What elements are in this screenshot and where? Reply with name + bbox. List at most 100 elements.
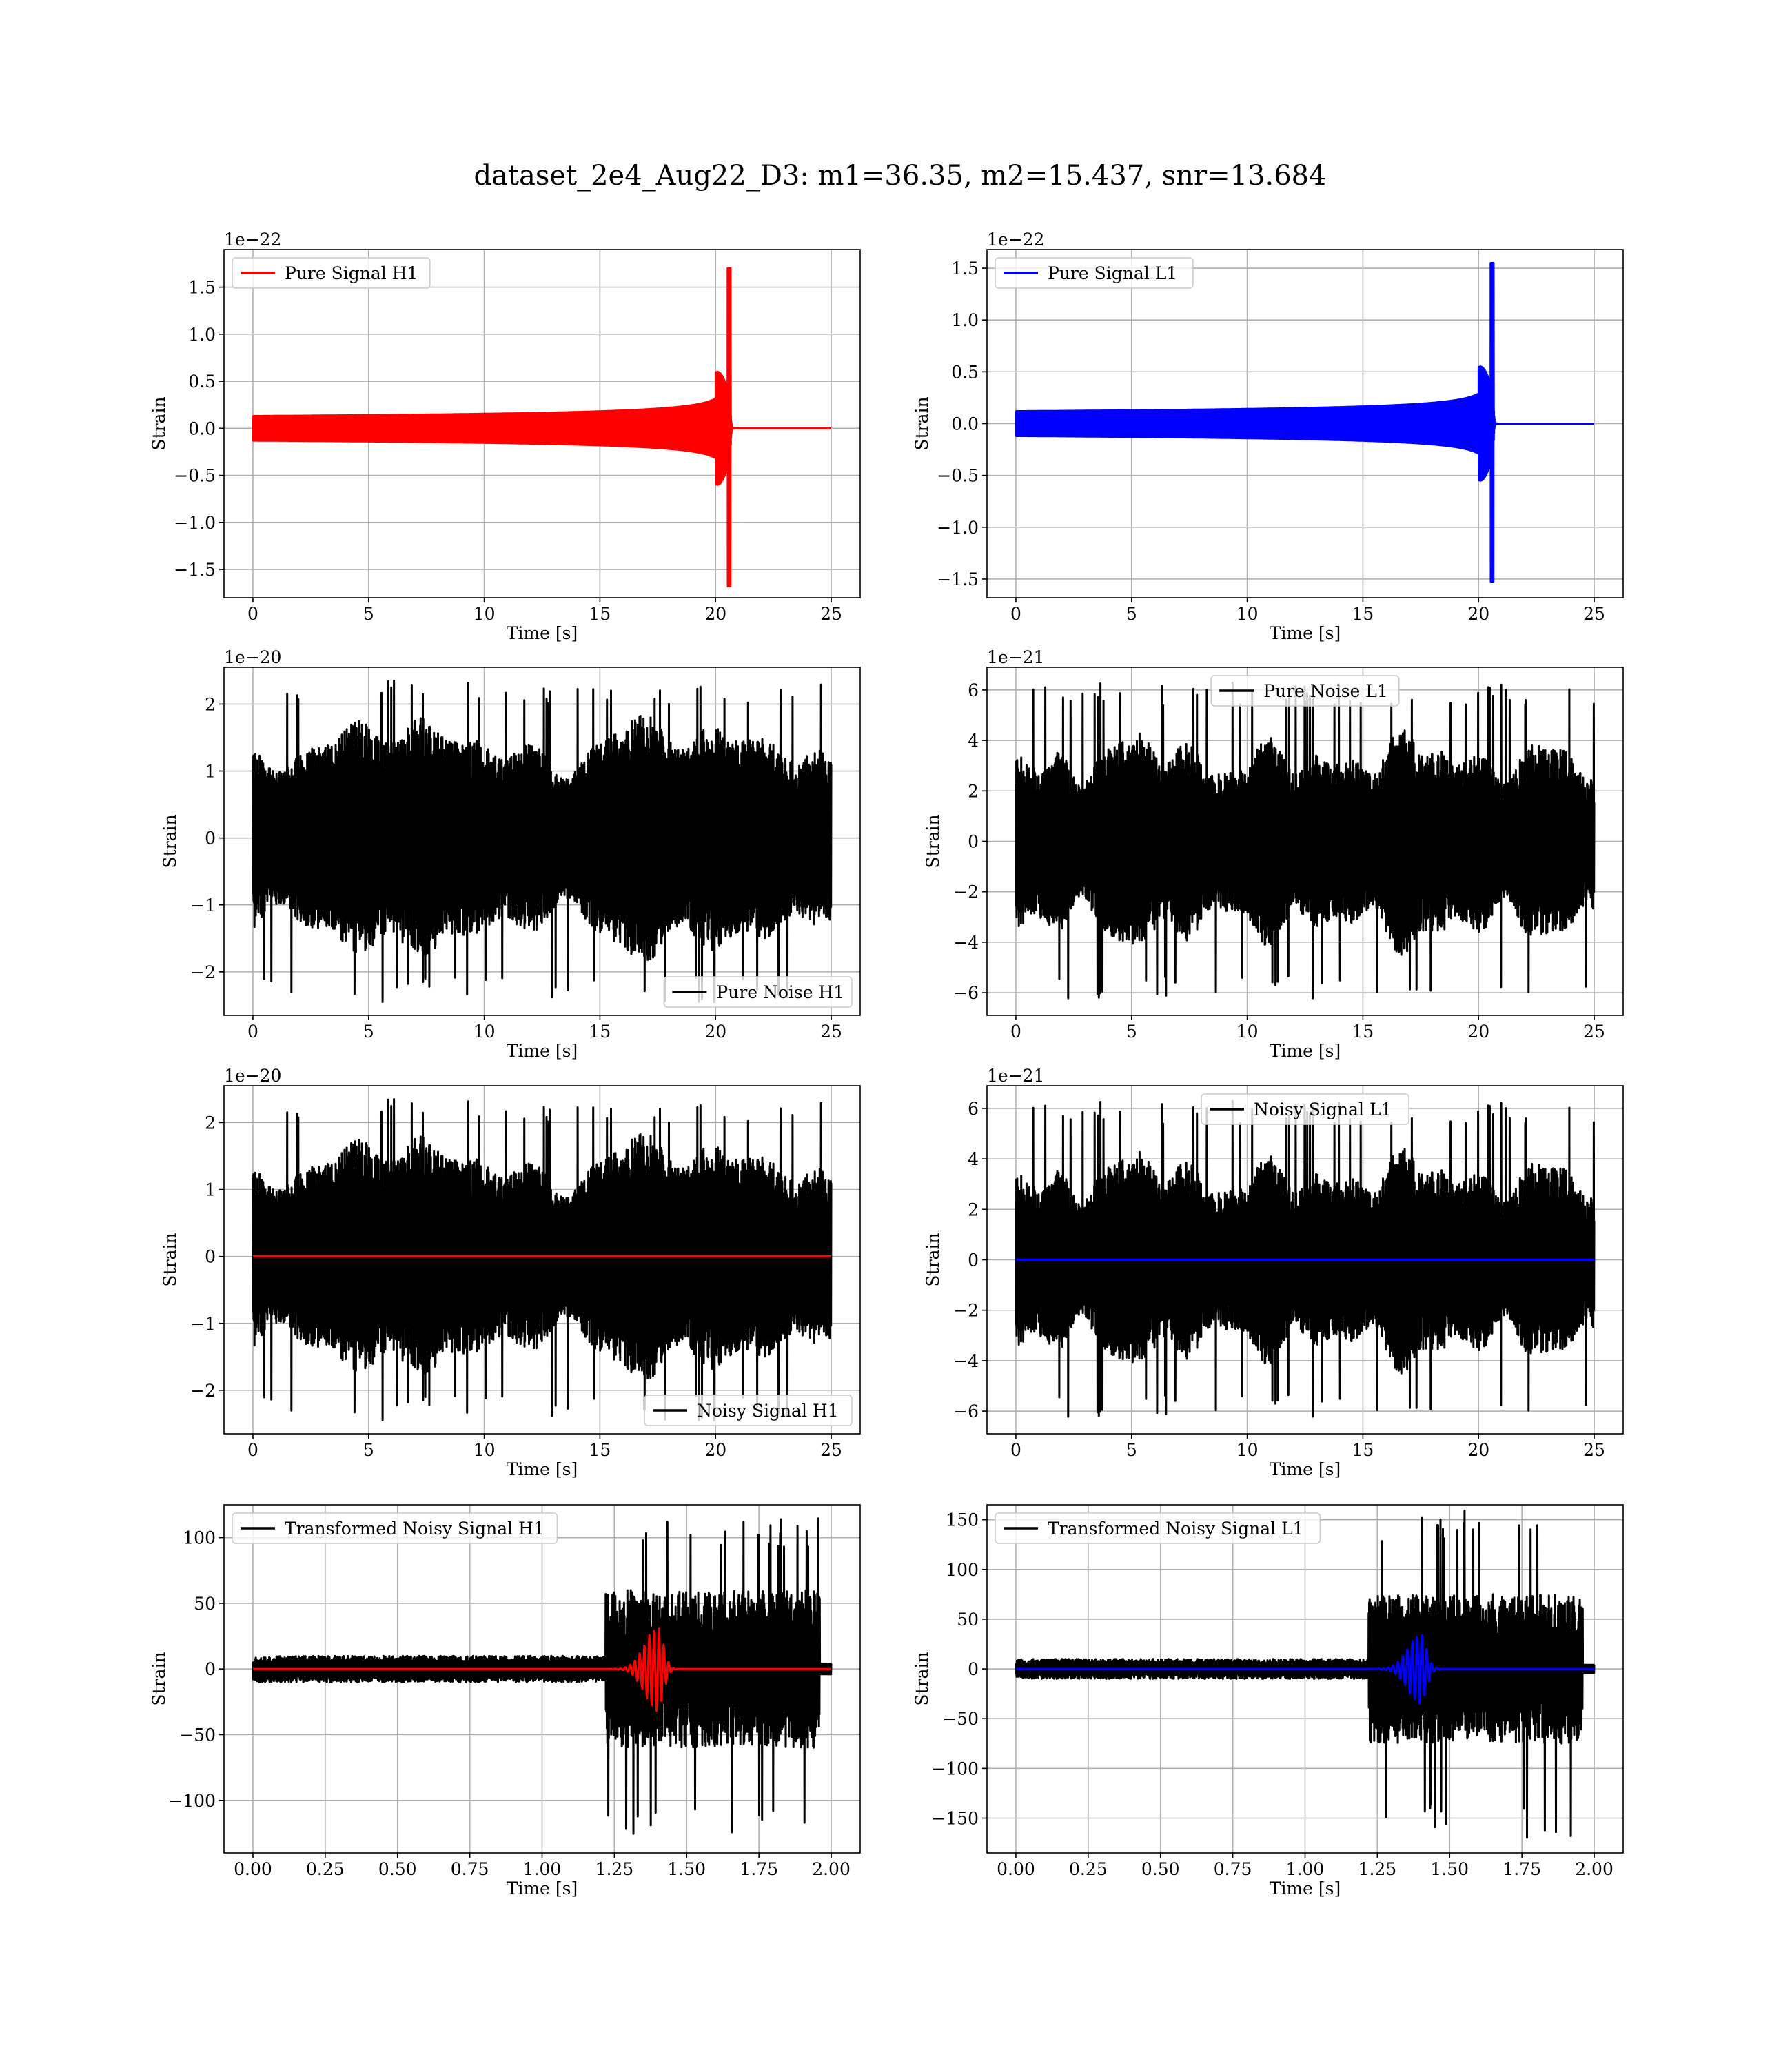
x-tick-label: 1.25: [1358, 1859, 1397, 1879]
x-axis-label: Time [s]: [1270, 1878, 1341, 1898]
axes-frame: [223, 667, 861, 1016]
series-line-pure-noise-h1: [252, 680, 833, 1004]
x-tick-label: 5: [363, 1440, 374, 1460]
y-tick-label: −0.5: [937, 466, 979, 486]
x-tick-label: 20: [1467, 1022, 1489, 1042]
y-tick-label: 0: [205, 1659, 216, 1679]
x-tick-label: 5: [363, 1022, 374, 1042]
plot-area: [252, 1098, 833, 1422]
legend: Noisy Signal H1: [644, 1395, 853, 1426]
x-tick-label: 0: [1010, 604, 1021, 624]
x-tick-label: 0.50: [378, 1859, 417, 1879]
x-tick-label: 2.00: [812, 1859, 851, 1879]
x-tick-label: 15: [1352, 604, 1374, 624]
plot-area: [1015, 681, 1596, 1000]
y-tick-label: 1.5: [951, 258, 979, 278]
y-axis-label: Strain: [160, 1233, 180, 1286]
legend-frame: [232, 257, 431, 289]
x-tick-label: 10: [474, 604, 496, 624]
plot-area: [252, 1517, 833, 1835]
y-axis-label: Strain: [923, 1233, 943, 1286]
y-tick-label: −6: [953, 1401, 979, 1421]
legend-frame: [995, 257, 1194, 289]
offset-text: 1e−21: [987, 1066, 1044, 1086]
x-tick-label: 0: [247, 1022, 258, 1042]
y-tick-label: −1: [190, 1314, 216, 1334]
x-tick-label: 15: [1352, 1022, 1374, 1042]
y-tick-label: 4: [968, 1149, 979, 1169]
legend-label: Pure Signal H1: [285, 263, 418, 283]
x-tick-label: 15: [589, 1022, 611, 1042]
x-tick-label: 0.75: [1214, 1859, 1252, 1879]
series-line-pure-signal-l1: [1015, 262, 1594, 583]
x-tick-label: 5: [1126, 604, 1137, 624]
x-tick-label: 15: [589, 1440, 611, 1460]
x-tick-label: 0.25: [1069, 1859, 1108, 1879]
y-tick-label: 100: [183, 1528, 216, 1548]
y-axis-label: Strain: [160, 814, 180, 868]
x-tick-label: 0.75: [451, 1859, 489, 1879]
legend-label: Pure Noise H1: [716, 982, 844, 1002]
y-tick-label: −0.5: [174, 466, 216, 486]
series-line-transformed-noisy-signal-l1: [1015, 1509, 1596, 1839]
x-tick-label: 0: [1010, 1440, 1021, 1460]
y-tick-label: 100: [946, 1560, 979, 1580]
y-tick-label: 2: [968, 1199, 979, 1219]
plot-area: [1015, 1509, 1596, 1839]
y-axis-label: Strain: [912, 1652, 932, 1705]
x-tick-label: 2.00: [1575, 1859, 1613, 1879]
series-line-pure-signal-h1: [252, 267, 831, 588]
y-tick-label: 1.0: [951, 310, 979, 330]
offset-text: 1e−22: [987, 230, 1044, 250]
legend-frame: [1210, 675, 1400, 707]
y-tick-label: 0: [205, 1247, 216, 1267]
y-tick-label: 0.5: [188, 372, 216, 392]
y-tick-label: 1.0: [188, 325, 216, 345]
offset-text: 1e−20: [224, 647, 281, 667]
x-tick-label: 20: [704, 1440, 726, 1460]
x-tick-label: 0.00: [234, 1859, 272, 1879]
y-tick-label: −4: [953, 1351, 979, 1371]
y-tick-label: 1.5: [188, 278, 216, 298]
x-tick-label: 25: [820, 1440, 842, 1460]
y-tick-label: −2: [190, 962, 216, 982]
x-tick-label: 5: [1126, 1440, 1137, 1460]
offset-text: 1e−21: [987, 647, 1044, 667]
y-tick-label: 1: [205, 1180, 216, 1200]
x-tick-label: 25: [1583, 604, 1605, 624]
y-tick-label: −2: [953, 1301, 979, 1321]
x-axis-label: Time [s]: [1270, 1459, 1341, 1479]
x-tick-label: 0: [247, 604, 258, 624]
x-tick-label: 1.50: [667, 1859, 706, 1879]
legend-frame: [663, 976, 853, 1008]
y-axis-label: Strain: [923, 814, 943, 868]
y-tick-label: 50: [194, 1594, 216, 1614]
legend-label: Noisy Signal H1: [697, 1401, 839, 1421]
y-tick-label: 6: [968, 1099, 979, 1119]
y-tick-label: −2: [953, 882, 979, 902]
y-tick-label: −6: [953, 983, 979, 1003]
x-tick-label: 25: [1583, 1022, 1605, 1042]
y-tick-label: 4: [968, 731, 979, 751]
legend-label: Pure Signal L1: [1048, 263, 1177, 283]
y-tick-label: −50: [179, 1725, 216, 1745]
legend-label: Pure Noise L1: [1263, 681, 1388, 701]
legend-frame: [995, 1512, 1321, 1544]
legend: Pure Signal H1: [232, 257, 431, 289]
x-axis-label: Time [s]: [507, 1459, 578, 1479]
x-tick-label: 5: [363, 604, 374, 624]
y-tick-label: 0: [968, 832, 979, 852]
plot-area: [252, 267, 831, 588]
legend-frame: [644, 1395, 853, 1426]
x-tick-label: 25: [820, 604, 842, 624]
y-tick-label: −1.5: [937, 569, 979, 589]
plot-area: [1015, 1099, 1596, 1418]
y-tick-label: 2: [205, 694, 216, 714]
series-line-overlay-1: [252, 1627, 832, 1712]
x-tick-label: 1.75: [1503, 1859, 1541, 1879]
legend-frame: [232, 1512, 558, 1544]
x-tick-label: 20: [704, 1022, 726, 1042]
y-axis-label: Strain: [912, 396, 932, 450]
x-axis-label: Time [s]: [507, 1878, 578, 1898]
y-tick-label: −1.0: [174, 513, 216, 533]
